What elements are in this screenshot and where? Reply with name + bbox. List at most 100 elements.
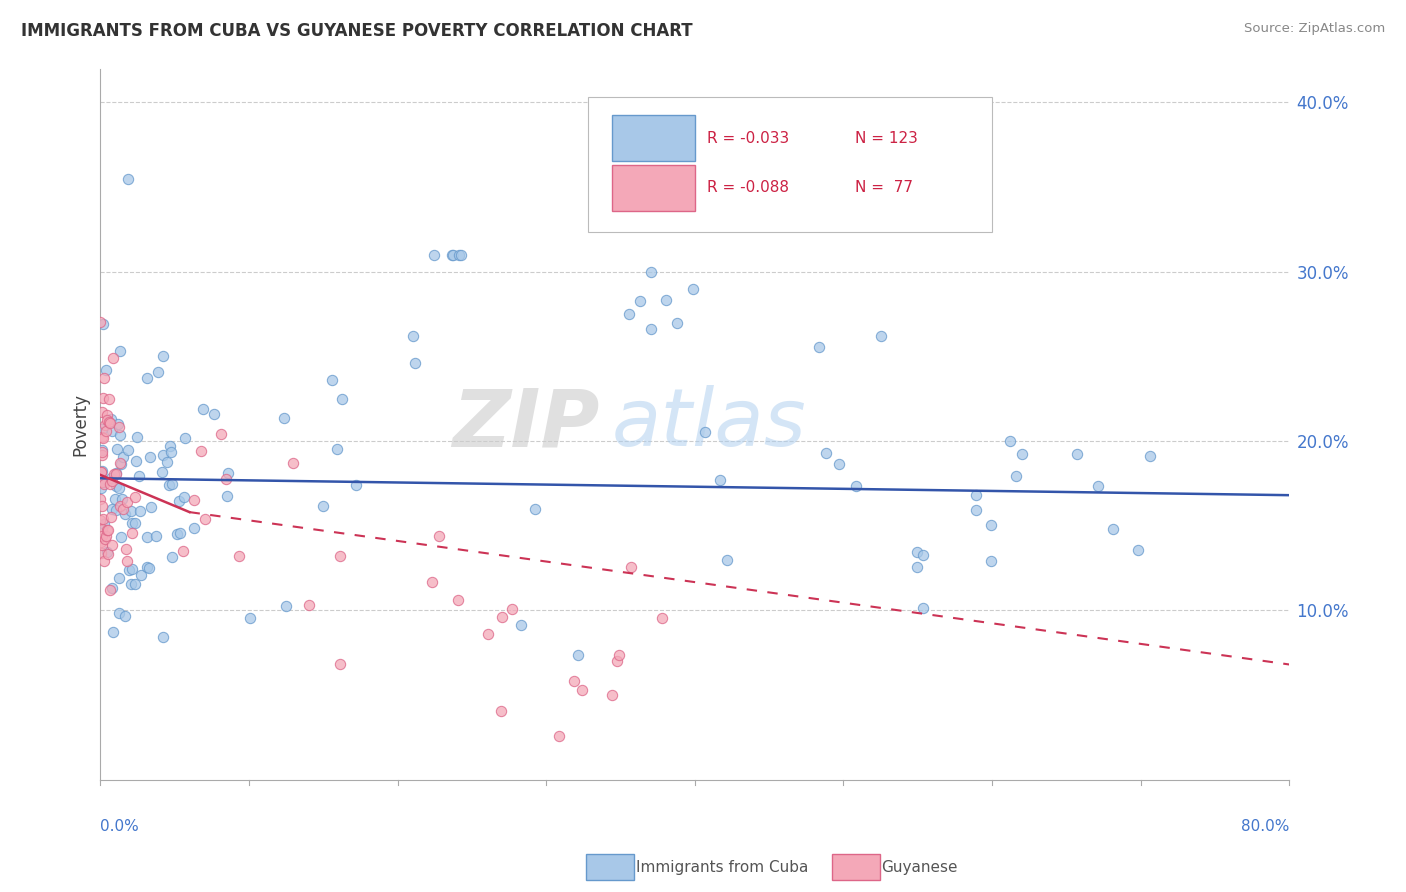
Point: [547, 729, 569, 743]
Point: [121, 516, 143, 531]
Point: [108, 456, 131, 470]
Point: [104, 467, 127, 481]
Point: [1102, 522, 1125, 536]
Point: [107, 417, 129, 431]
Point: [441, 248, 464, 262]
Point: [90, 465, 112, 479]
Point: [129, 568, 152, 582]
Point: [1011, 447, 1033, 461]
Point: [965, 488, 987, 502]
Point: [121, 562, 143, 576]
Point: [90, 465, 112, 479]
Point: [90, 522, 112, 536]
Point: [90, 535, 112, 549]
Point: [427, 529, 450, 543]
Point: [600, 688, 623, 702]
Point: [183, 521, 205, 535]
Point: [330, 392, 353, 406]
Text: Source: ZipAtlas.com: Source: ZipAtlas.com: [1244, 22, 1385, 36]
Point: [562, 673, 585, 688]
Text: R = -0.088: R = -0.088: [707, 180, 789, 195]
Point: [101, 351, 124, 365]
Point: [814, 446, 837, 460]
Point: [117, 442, 139, 457]
Point: [404, 356, 426, 370]
Point: [912, 601, 935, 615]
Point: [97, 547, 120, 561]
Text: 80.0%: 80.0%: [1241, 819, 1289, 834]
Point: [965, 502, 987, 516]
Point: [607, 648, 630, 662]
Point: [682, 282, 704, 296]
Point: [115, 554, 138, 568]
Point: [91, 475, 114, 490]
Point: [108, 571, 131, 585]
Point: [489, 704, 512, 718]
Point: [110, 530, 132, 544]
Point: [91, 318, 114, 332]
Point: [273, 410, 295, 425]
Point: [190, 443, 212, 458]
Point: [1139, 449, 1161, 463]
Point: [402, 329, 425, 343]
Point: [93, 477, 115, 491]
Text: IMMIGRANTS FROM CUBA VS GUYANESE POVERTY CORRELATION CHART: IMMIGRANTS FROM CUBA VS GUYANESE POVERTY…: [21, 22, 693, 40]
Point: [228, 549, 250, 563]
Point: [193, 401, 215, 416]
Text: N =  77: N = 77: [855, 180, 914, 195]
Point: [156, 455, 179, 469]
Point: [173, 490, 195, 504]
Point: [104, 479, 127, 493]
Point: [141, 500, 163, 514]
Point: [108, 428, 131, 442]
Point: [606, 654, 628, 668]
Point: [912, 549, 935, 563]
Point: [443, 248, 465, 262]
Point: [91, 512, 114, 526]
Point: [298, 598, 321, 612]
Point: [96, 409, 118, 423]
Point: [666, 316, 689, 330]
Point: [89, 316, 111, 330]
Point: [312, 499, 335, 513]
Point: [93, 554, 115, 568]
Point: [281, 456, 304, 470]
Point: [91, 499, 114, 513]
Point: [91, 445, 114, 459]
Point: [96, 424, 118, 438]
FancyBboxPatch shape: [612, 164, 695, 211]
Point: [138, 561, 160, 575]
Point: [450, 248, 472, 262]
Point: [1087, 479, 1109, 493]
Point: [104, 492, 127, 507]
Point: [90, 442, 112, 457]
Point: [94, 529, 117, 543]
Point: [845, 479, 868, 493]
Point: [152, 630, 174, 644]
Point: [239, 611, 262, 625]
Point: [628, 293, 651, 308]
Point: [136, 530, 159, 544]
Point: [567, 648, 589, 662]
Point: [152, 349, 174, 363]
Text: Immigrants from Cuba: Immigrants from Cuba: [636, 860, 808, 874]
Point: [98, 477, 121, 491]
Point: [97, 392, 120, 407]
Point: [100, 474, 122, 488]
Text: Guyanese: Guyanese: [882, 860, 957, 874]
Point: [152, 448, 174, 462]
Point: [108, 606, 131, 620]
Point: [90, 475, 112, 489]
Point: [167, 494, 190, 508]
Point: [111, 491, 134, 506]
Point: [103, 467, 125, 482]
Point: [100, 582, 122, 597]
Point: [114, 541, 136, 556]
Point: [980, 517, 1002, 532]
Point: [100, 471, 122, 485]
Text: atlas: atlas: [612, 385, 807, 463]
Text: ZIP: ZIP: [453, 385, 600, 463]
Point: [91, 449, 114, 463]
Point: [120, 577, 142, 591]
Point: [90, 405, 112, 419]
